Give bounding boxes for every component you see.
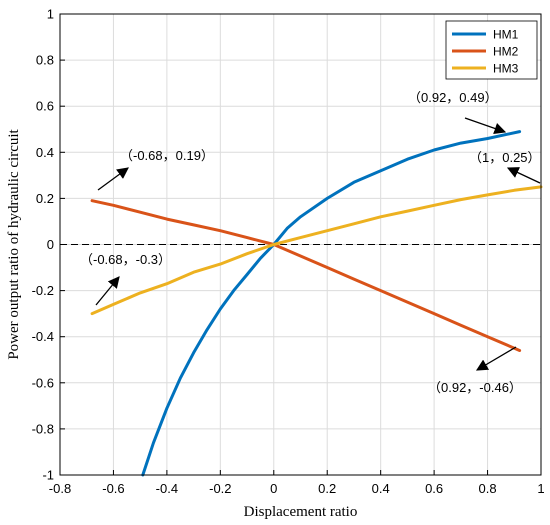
x-tick-label: 0 — [270, 481, 277, 496]
y-tick-label: 0.4 — [36, 145, 54, 160]
y-tick-label: -1 — [42, 468, 54, 483]
legend-label: HM1 — [493, 28, 519, 42]
x-tick-label: -0.6 — [102, 481, 124, 496]
y-axis-title: Power output ratio of hydraulic circuit — [6, 128, 22, 359]
x-tick-label: -0.8 — [49, 481, 71, 496]
annotation-label: （-0.68，-0.3） — [80, 252, 171, 267]
x-tick-label: 0.6 — [425, 481, 443, 496]
x-tick-label: 1 — [537, 481, 544, 496]
annotation-label: （0.92，0.49） — [408, 90, 498, 105]
y-tick-label: -0.2 — [32, 283, 54, 298]
x-axis-title: Displacement ratio — [244, 504, 358, 520]
annotation-label: （0.92，-0.46） — [428, 380, 522, 395]
annotation-arrow — [506, 167, 541, 184]
x-tick-label: -0.2 — [209, 481, 231, 496]
y-tick-label: -0.4 — [32, 329, 54, 344]
y-tick-label: 0.2 — [36, 191, 54, 206]
x-tick-label: 0.2 — [318, 481, 336, 496]
annotation-label: （1，0.25） — [469, 150, 541, 165]
series-layer — [90, 130, 543, 477]
series-line-hm2 — [90, 199, 522, 352]
legend-label: HM2 — [493, 45, 519, 59]
y-tick-label: 0 — [47, 237, 54, 252]
y-tick-label: -0.6 — [32, 375, 54, 390]
annotation-arrow — [97, 167, 129, 191]
y-tick-label: -0.8 — [32, 421, 54, 436]
annotation-arrow — [95, 276, 120, 306]
x-tick-label: -0.4 — [156, 481, 178, 496]
legend: HM1 HM2 HM3 — [445, 20, 538, 80]
series-line-hm3 — [90, 185, 543, 316]
legend-label: HM3 — [493, 62, 519, 76]
axis-ticks: -0.8 -0.6 -0.4 -0.2 0 0.2 0.4 0.6 0.8 1-1-0.8-0.6… — [32, 7, 545, 497]
y-tick-label: 1 — [47, 7, 54, 22]
annotation-label: （-0.68，0.19） — [120, 148, 214, 163]
annotation-arrow — [464, 117, 507, 135]
annotations: （0.92，0.49） （1，0.25） （-0.68，0.19） （-0.68，-0… — [80, 90, 541, 395]
annotation-arrow — [475, 346, 517, 371]
y-tick-label: 0.8 — [36, 53, 54, 68]
x-tick-label: 0.4 — [372, 481, 390, 496]
y-tick-label: 0.6 — [36, 99, 54, 114]
series-line-hm1 — [141, 130, 522, 477]
x-tick-label: 0.8 — [479, 481, 497, 496]
